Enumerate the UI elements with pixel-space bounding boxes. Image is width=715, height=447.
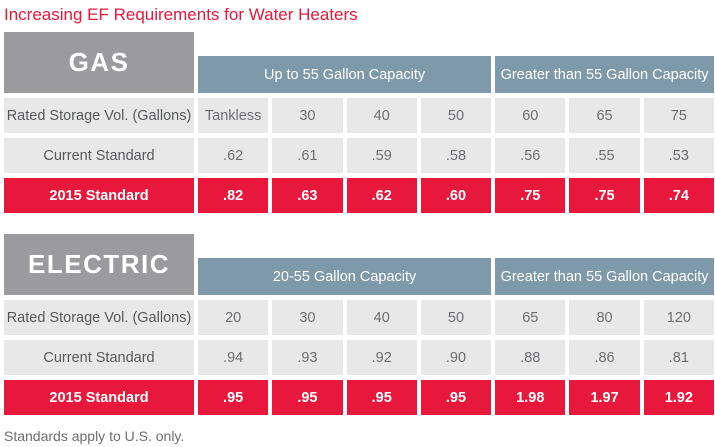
value-cell: Tankless bbox=[198, 98, 269, 133]
row-label-cell: Rated Storage Vol. (Gallons) bbox=[4, 300, 194, 335]
value-cell: .62 bbox=[198, 138, 269, 173]
value-cell: 75 bbox=[643, 98, 714, 133]
value-cell: .95 bbox=[346, 380, 417, 415]
gas-table: GAS Up to 55 Gallon Capacity Greater tha… bbox=[4, 32, 714, 213]
value-cell: 65 bbox=[495, 300, 566, 335]
value-cell: .74 bbox=[643, 178, 714, 213]
value-cell: 40 bbox=[346, 300, 417, 335]
value-cell: .62 bbox=[346, 178, 417, 213]
gas-column-group-1: Up to 55 Gallon Capacity bbox=[198, 56, 492, 93]
row-label-cell-2015: 2015 Standard bbox=[4, 178, 194, 213]
value-cell: .55 bbox=[569, 138, 640, 173]
value-cell: .88 bbox=[495, 340, 566, 375]
electric-table: ELECTRIC 20-55 Gallon Capacity Greater t… bbox=[4, 234, 714, 415]
value-cell: .92 bbox=[346, 340, 417, 375]
value-cell: .59 bbox=[346, 138, 417, 173]
value-cell: 1.98 bbox=[495, 380, 566, 415]
value-cell: .82 bbox=[198, 178, 269, 213]
value-cell: .53 bbox=[643, 138, 714, 173]
value-cell: .75 bbox=[569, 178, 640, 213]
row-label-cell: Current Standard bbox=[4, 340, 194, 375]
value-cell: 80 bbox=[569, 300, 640, 335]
value-cell: 50 bbox=[420, 98, 492, 133]
electric-table-name: ELECTRIC bbox=[4, 234, 194, 295]
value-cell: 1.92 bbox=[643, 380, 714, 415]
value-cell: 1.97 bbox=[569, 380, 640, 415]
electric-column-group-2: Greater than 55 Gallon Capacity bbox=[495, 258, 714, 295]
electric-column-group-1: 20-55 Gallon Capacity bbox=[198, 258, 492, 295]
value-cell: .63 bbox=[272, 178, 343, 213]
value-cell: .95 bbox=[272, 380, 343, 415]
value-cell: .95 bbox=[198, 380, 269, 415]
gas-table-name: GAS bbox=[4, 32, 194, 93]
value-cell: .58 bbox=[420, 138, 492, 173]
value-cell: 30 bbox=[272, 98, 343, 133]
value-cell: .81 bbox=[643, 340, 714, 375]
value-cell: 120 bbox=[643, 300, 714, 335]
value-cell: 65 bbox=[569, 98, 640, 133]
value-cell: .94 bbox=[198, 340, 269, 375]
value-cell: .61 bbox=[272, 138, 343, 173]
gas-column-group-2: Greater than 55 Gallon Capacity bbox=[495, 56, 714, 93]
value-cell: 60 bbox=[495, 98, 566, 133]
value-cell: .86 bbox=[569, 340, 640, 375]
row-label-cell-2015: 2015 Standard bbox=[4, 380, 194, 415]
value-cell: .95 bbox=[420, 380, 492, 415]
page-title: Increasing EF Requirements for Water Hea… bbox=[4, 5, 358, 24]
value-cell: .56 bbox=[495, 138, 566, 173]
footnote: Standards apply to U.S. only. bbox=[4, 428, 185, 444]
value-cell: 50 bbox=[420, 300, 492, 335]
row-label-cell: Current Standard bbox=[4, 138, 194, 173]
value-cell: .60 bbox=[420, 178, 492, 213]
value-cell: .90 bbox=[420, 340, 492, 375]
row-label-cell: Rated Storage Vol. (Gallons) bbox=[4, 98, 194, 133]
value-cell: 20 bbox=[198, 300, 269, 335]
value-cell: .75 bbox=[495, 178, 566, 213]
value-cell: .93 bbox=[272, 340, 343, 375]
value-cell: 30 bbox=[272, 300, 343, 335]
value-cell: 40 bbox=[346, 98, 417, 133]
